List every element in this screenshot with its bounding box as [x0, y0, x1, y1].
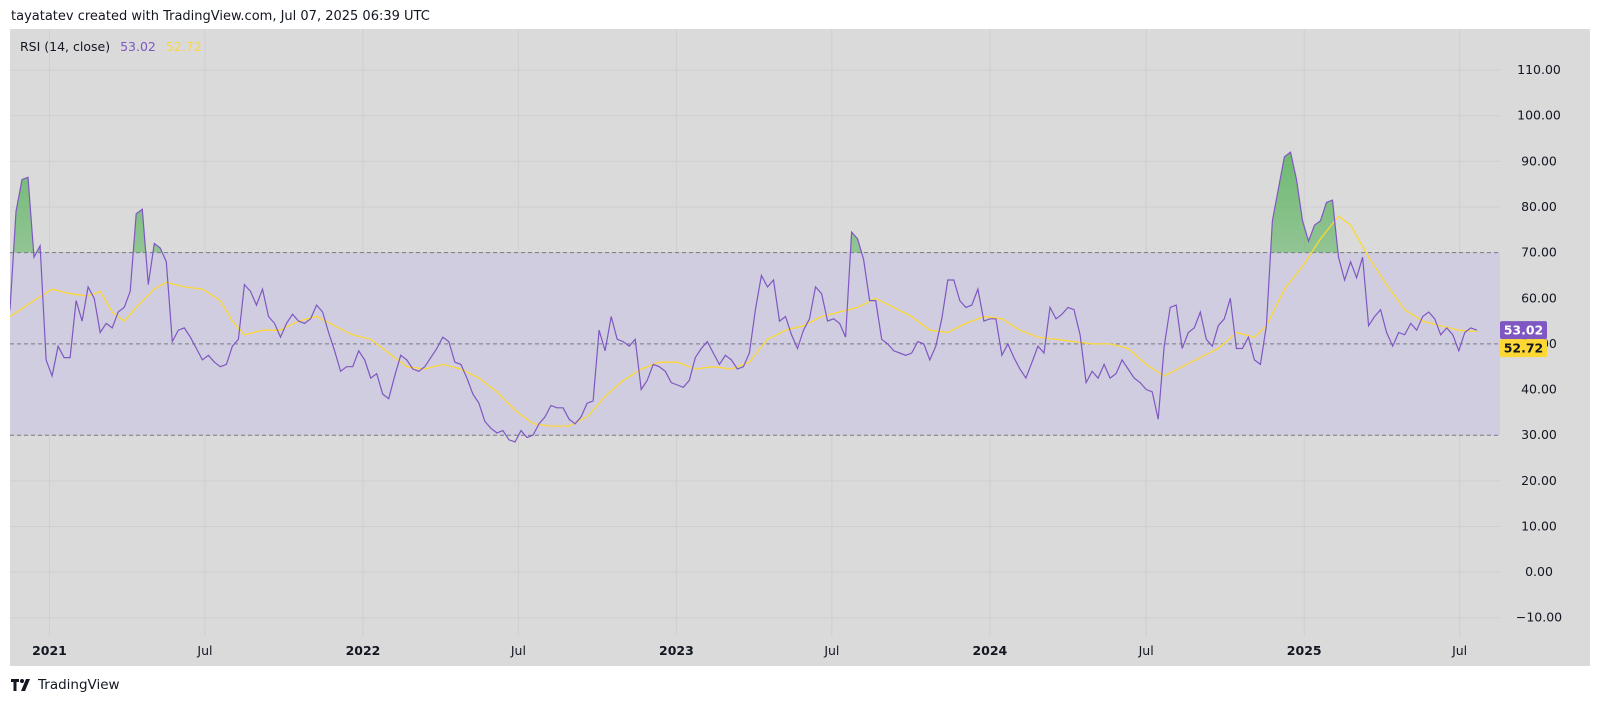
y-tick-label: 110.00	[1517, 62, 1561, 77]
ma-series-line	[10, 215, 1477, 427]
x-tick-label: Jul	[1138, 643, 1154, 658]
y-tick-label: 80.00	[1521, 199, 1557, 214]
x-tick-label: Jul	[823, 643, 839, 658]
rsi-chart[interactable]: 110.00100.0090.0080.0070.0060.0050.0040.…	[10, 29, 1590, 666]
y-axis: 110.00100.0090.0080.0070.0060.0050.0040.…	[1516, 62, 1562, 625]
x-tick-label: 2021	[32, 643, 67, 658]
legend-ma-value: 52.72	[165, 39, 202, 54]
chart-caption: tayatatev created with TradingView.com, …	[11, 9, 430, 24]
y-tick-label: 0.00	[1525, 564, 1553, 579]
last-value-badge-text: 53.02	[1504, 323, 1544, 338]
legend-label: RSI (14, close)	[20, 39, 111, 54]
last-value-badge	[1500, 321, 1547, 340]
x-tick-label: Jul	[1451, 643, 1467, 658]
y-tick-label: −10.00	[1516, 610, 1562, 625]
last-value-badge	[1500, 339, 1547, 358]
x-axis: 2021 Jul 2022 Jul 2023 Jul 2024 Jul 2025 Jul	[32, 643, 1467, 658]
legend-rsi-value: 53.02	[120, 39, 156, 54]
footer[interactable]: TradingView	[11, 677, 120, 693]
y-tick-label: 90.00	[1521, 153, 1557, 168]
y-tick-label: 30.00	[1521, 427, 1557, 442]
indicator-legend[interactable]: RSI (14, close) 53.02 52.72	[20, 39, 208, 54]
footer-brand: TradingView	[38, 677, 120, 693]
x-tick-label: 2025	[1287, 643, 1322, 658]
y-tick-label: 20.00	[1521, 473, 1557, 488]
chart-area[interactable]: 110.00100.0090.0080.0070.0060.0050.0040.…	[10, 29, 1590, 666]
x-tick-label: Jul	[510, 643, 526, 658]
tradingview-logo-icon	[11, 679, 30, 691]
last-value-badge-text: 52.72	[1504, 341, 1544, 356]
y-tick-label: 70.00	[1521, 245, 1557, 260]
y-tick-label: 60.00	[1521, 290, 1557, 305]
rsi-series-line	[10, 151, 1478, 443]
x-tick-label: 2024	[972, 643, 1007, 658]
last-value-badges: 53.02 52.72	[1500, 321, 1547, 358]
y-tick-label: 40.00	[1521, 382, 1557, 397]
x-tick-label: 2022	[346, 643, 381, 658]
x-tick-label: 2023	[659, 643, 694, 658]
y-tick-label: 10.00	[1521, 518, 1557, 533]
x-tick-label: Jul	[196, 643, 212, 658]
y-tick-label: 100.00	[1517, 108, 1561, 123]
